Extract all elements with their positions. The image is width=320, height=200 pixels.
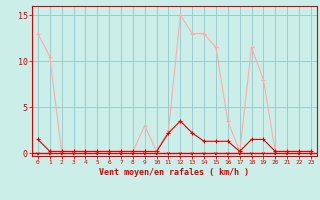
X-axis label: Vent moyen/en rafales ( km/h ): Vent moyen/en rafales ( km/h ) xyxy=(100,168,249,177)
